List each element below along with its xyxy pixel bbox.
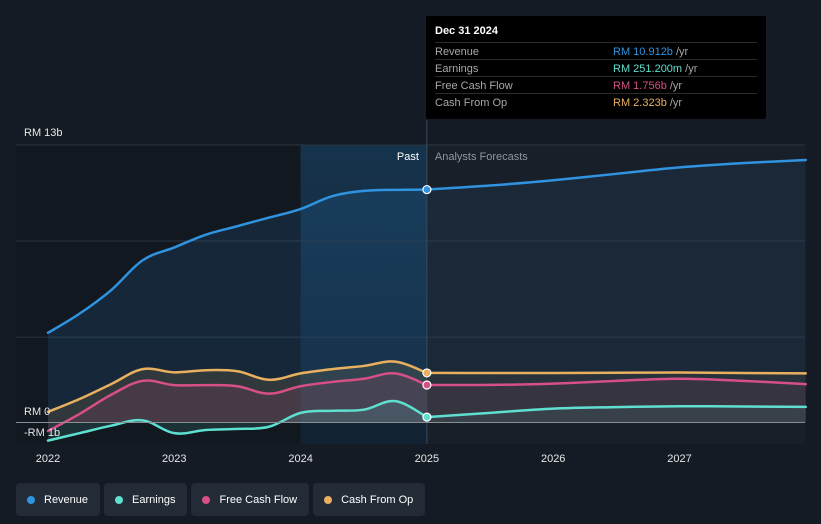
x-tick-label: 2025 xyxy=(415,453,439,465)
earnings-forecast-area xyxy=(426,406,806,423)
tooltip-label: Free Cash Flow xyxy=(435,80,513,92)
tooltip-value: RM 251.200m /yr xyxy=(613,63,697,75)
tooltip-unit: /yr xyxy=(666,80,683,92)
tooltip-label: Cash From Op xyxy=(435,97,508,109)
legend-item-free-cash-flow[interactable]: Free Cash Flow xyxy=(191,483,310,516)
revenue-forecast-area xyxy=(426,159,806,423)
tooltip-value: RM 1.756b /yr xyxy=(613,80,682,92)
tooltip-unit: /yr xyxy=(666,97,683,109)
legend-label: Free Cash Flow xyxy=(219,493,298,506)
tooltip-row-earnings: Earnings RM 251.200m /yr xyxy=(435,59,757,77)
cfo-forecast-line xyxy=(425,371,808,375)
tooltip-row-revenue: Revenue RM 10.912b /yr xyxy=(435,42,757,60)
revenue-forecast-line xyxy=(425,158,808,191)
y-axis-label-top: RM 13b xyxy=(24,127,63,139)
fcf-forecast-line xyxy=(425,377,808,387)
cfo-marker xyxy=(422,368,432,378)
earnings-marker xyxy=(422,412,432,422)
past-label: Past xyxy=(397,151,419,163)
free-cash-flow-dot-icon xyxy=(202,495,211,504)
tooltip-row-free-cash-flow: Free Cash Flow RM 1.756b /yr xyxy=(435,76,757,94)
y-axis-label-bottom: -RM 1b xyxy=(24,427,60,439)
tooltip-unit: /yr xyxy=(672,46,689,58)
x-tick-label: 2026 xyxy=(541,453,565,465)
revenue-dot-icon xyxy=(27,495,35,504)
legend-label: Cash From Op xyxy=(341,493,414,506)
fcf-line xyxy=(46,371,429,433)
tooltip-date: Dec 31 2024 xyxy=(435,25,498,37)
x-tick-label: 2027 xyxy=(667,453,691,465)
revenue-marker xyxy=(422,184,432,195)
legend-item-revenue[interactable]: Revenue xyxy=(16,483,101,516)
tooltip-unit: /yr xyxy=(682,63,698,75)
x-tick-label: 2024 xyxy=(288,453,312,465)
chart: RM 13b RM 0 -RM 1b Past Analysts Forecas… xyxy=(16,120,808,465)
earnings-forecast-line xyxy=(425,404,808,419)
revenue-line xyxy=(46,188,429,335)
tooltip-number: RM 251.200m xyxy=(613,63,683,75)
tooltip-value: RM 2.323b /yr xyxy=(613,97,682,109)
y-axis-label-zero: RM 0 xyxy=(24,406,50,418)
legend-item-cash-from-op[interactable]: Cash From Op xyxy=(313,483,426,516)
tooltip-number: RM 1.756b xyxy=(613,80,667,92)
legend-label: Revenue xyxy=(44,493,89,506)
cash-from-op-dot-icon xyxy=(324,495,333,504)
tooltip-number: RM 2.323b xyxy=(613,97,667,109)
fcf-marker xyxy=(422,380,432,390)
tooltip-row-cash-from-op: Cash From Op RM 2.323b /yr xyxy=(435,93,757,111)
tooltip-number: RM 10.912b xyxy=(613,46,673,58)
tooltip-label: Earnings xyxy=(435,63,479,75)
cfo-line xyxy=(46,360,429,414)
earnings-line xyxy=(46,399,429,442)
forecast-label: Analysts Forecasts xyxy=(435,151,528,163)
tooltip: Dec 31 2024 Revenue RM 10.912b /yr Earni… xyxy=(426,16,766,119)
x-tick-label: 2022 xyxy=(36,453,60,465)
past-highlight xyxy=(300,145,427,444)
tooltip-value: RM 10.912b /yr xyxy=(613,46,688,58)
x-tick-label: 2023 xyxy=(162,453,186,465)
legend-item-earnings[interactable]: Earnings xyxy=(104,483,188,516)
legend-label: Earnings xyxy=(132,493,176,506)
tooltip-label: Revenue xyxy=(435,46,480,58)
cfo-area xyxy=(48,361,427,423)
legend: Revenue Earnings Free Cash Flow Cash Fro… xyxy=(16,483,426,516)
earnings-dot-icon xyxy=(115,495,124,504)
fcf-area xyxy=(48,373,427,432)
revenue-area xyxy=(48,189,427,423)
